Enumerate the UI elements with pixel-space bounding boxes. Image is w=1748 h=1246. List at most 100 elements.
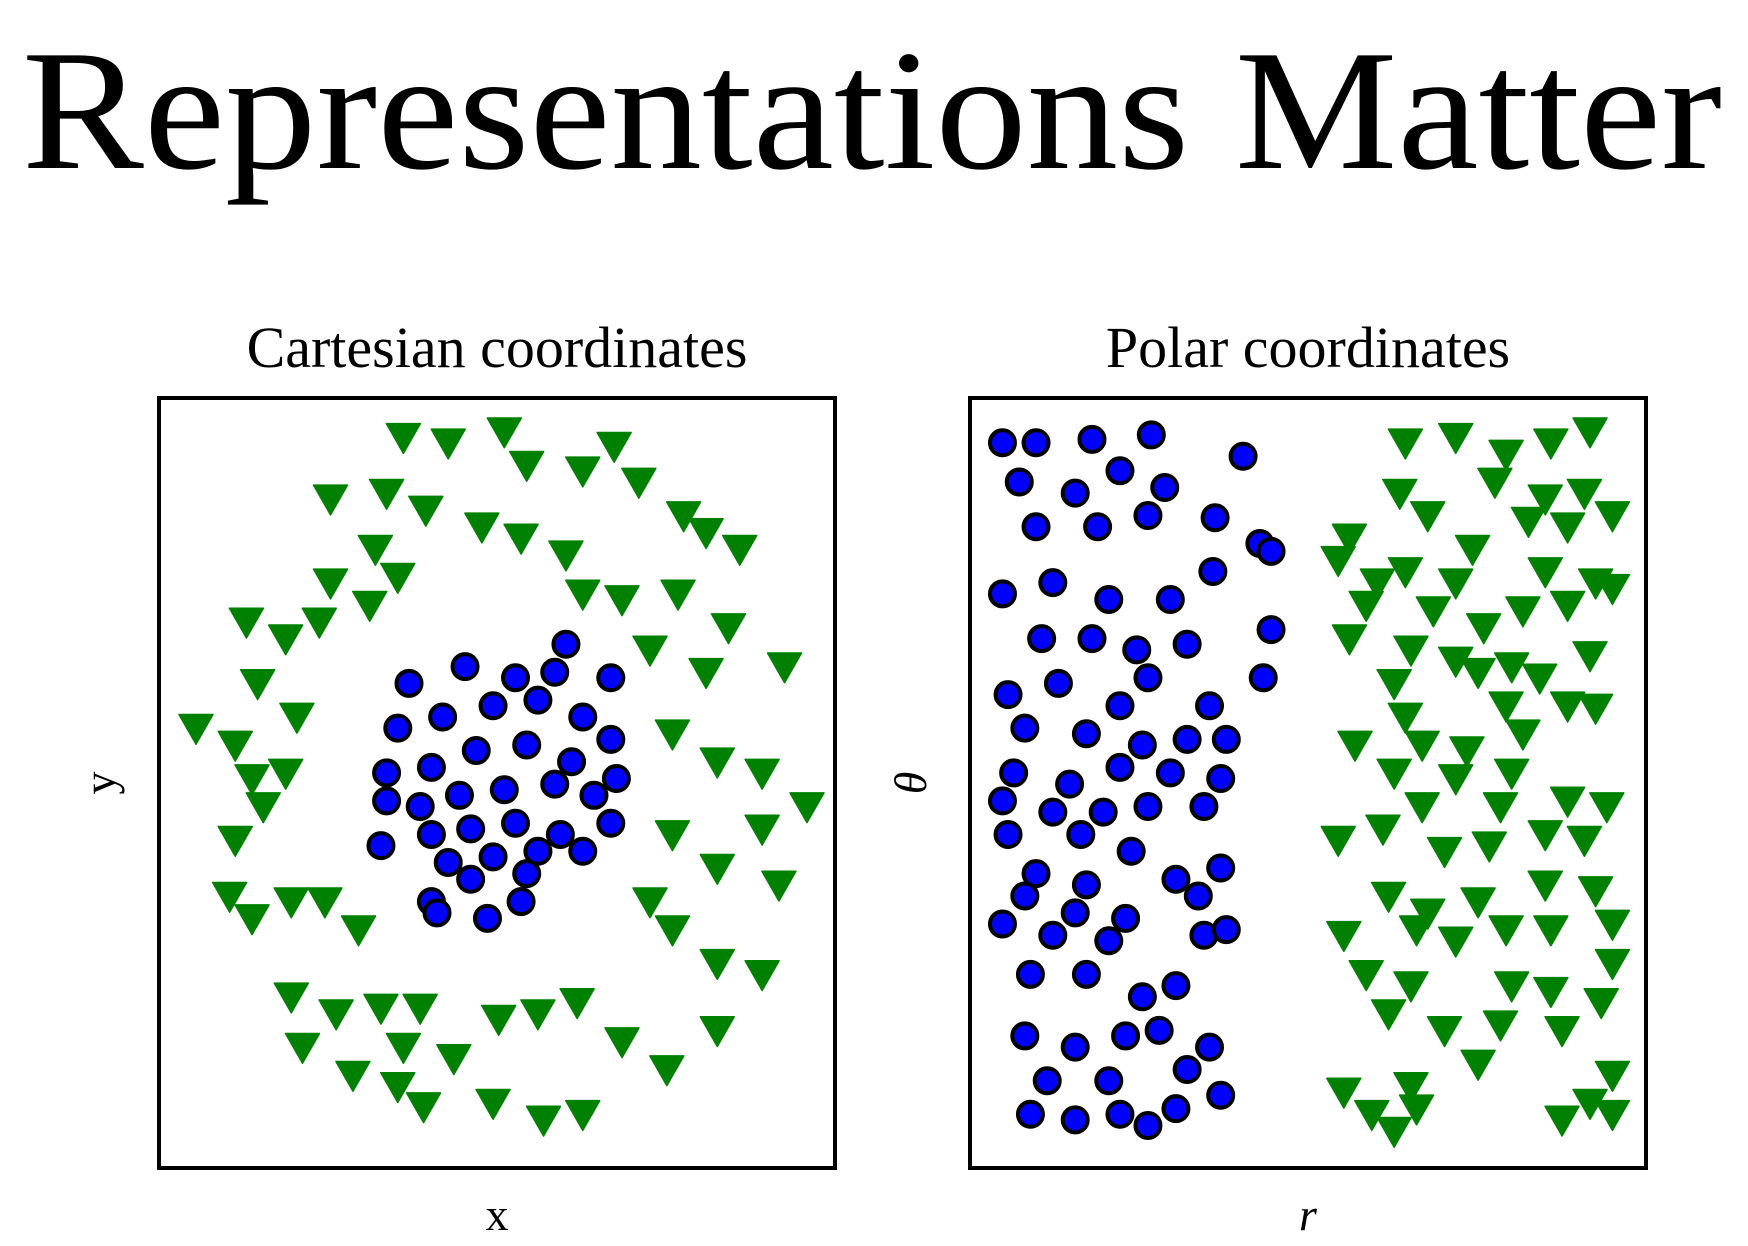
triangle-point — [217, 825, 253, 857]
triangle-point — [1533, 915, 1569, 947]
triangle-point — [1549, 786, 1586, 818]
triangle-point — [1544, 1015, 1580, 1048]
circle-point — [1133, 663, 1163, 693]
triangle-point — [1398, 915, 1435, 947]
triangle-point — [1460, 657, 1496, 690]
triangle-point — [245, 792, 282, 824]
triangle-point — [1521, 663, 1558, 695]
circle-point — [506, 887, 536, 917]
triangle-point — [385, 1032, 422, 1065]
triangle-point — [1370, 999, 1407, 1031]
triangle-point — [1376, 758, 1412, 790]
circle-point — [1094, 1066, 1124, 1096]
circle-point — [993, 680, 1023, 710]
circle-point — [383, 713, 413, 743]
triangle-point — [228, 607, 265, 639]
circle-point — [1055, 769, 1085, 799]
triangle-point — [508, 450, 545, 483]
circle-point — [993, 819, 1023, 849]
triangle-point — [1589, 792, 1625, 824]
triangle-point — [699, 747, 736, 779]
circle-point — [1111, 903, 1141, 933]
triangle-point — [632, 635, 668, 667]
circle-point — [1248, 663, 1278, 693]
circle-point — [1122, 635, 1152, 665]
triangle-point — [368, 478, 405, 511]
circle-point — [1228, 441, 1258, 471]
triangle-point — [1437, 568, 1474, 600]
plot-area — [178, 417, 825, 1137]
plot-frame — [968, 396, 1648, 1170]
circle-point — [1021, 512, 1051, 542]
triangle-point — [352, 590, 388, 622]
triangle-point — [1505, 719, 1541, 751]
triangle-point — [1370, 881, 1407, 913]
triangle-point — [267, 624, 304, 656]
triangle-point — [273, 887, 310, 919]
circle-point — [1105, 456, 1135, 486]
circle-point — [1060, 478, 1090, 508]
triangle-point — [1527, 484, 1564, 516]
circle-point — [1161, 864, 1191, 894]
triangle-point — [699, 948, 736, 981]
triangle-point — [660, 579, 696, 611]
triangle-point — [1544, 1105, 1580, 1137]
circle-point — [1133, 792, 1163, 822]
triangle-point — [1566, 478, 1603, 511]
circle-point — [416, 819, 446, 849]
triangle-point — [1426, 1015, 1463, 1048]
circle-point — [1060, 1105, 1090, 1135]
circle-point — [1211, 915, 1241, 945]
circle-point — [472, 903, 502, 933]
circle-point — [540, 657, 570, 687]
triangle-point — [1465, 613, 1502, 645]
triangle-point — [1527, 870, 1564, 902]
triangle-point — [1410, 898, 1446, 930]
circle-point — [1083, 512, 1113, 542]
triangle-point — [1437, 926, 1474, 958]
circle-point — [1111, 1021, 1141, 1051]
triangle-point — [380, 562, 416, 594]
circle-point — [1133, 1110, 1163, 1140]
triangle-point — [1320, 545, 1356, 578]
circle-point — [1038, 568, 1068, 598]
triangle-point — [1387, 702, 1424, 734]
triangle-point — [234, 764, 270, 796]
circle-point — [1206, 1080, 1236, 1110]
triangle-point — [1454, 534, 1491, 566]
circle-point — [1161, 1094, 1191, 1124]
circle-point — [1116, 836, 1146, 866]
circle-point — [1195, 1032, 1225, 1062]
circle-point — [1010, 881, 1040, 911]
triangle-point — [1533, 976, 1569, 1009]
triangle-point — [1376, 669, 1412, 701]
triangle-point — [1426, 836, 1463, 869]
triangle-point — [1477, 467, 1513, 499]
triangle-point — [654, 820, 691, 852]
circle-point — [512, 730, 542, 760]
circle-point — [405, 792, 435, 822]
circle-point — [1015, 959, 1045, 989]
circle-point — [545, 819, 575, 849]
triangle-point — [279, 702, 315, 734]
triangle-point — [1387, 428, 1424, 460]
triangle-point — [1527, 820, 1564, 852]
circle-point — [1195, 691, 1225, 721]
triangle-point — [1549, 691, 1586, 723]
circle-point — [523, 836, 553, 866]
triangle-point — [380, 1071, 416, 1104]
triangle-point — [408, 495, 444, 527]
triangle-point — [480, 1004, 517, 1037]
circle-point — [1094, 584, 1124, 614]
triangle-point — [486, 417, 523, 449]
triangle-point — [744, 960, 780, 992]
triangle-point — [688, 657, 724, 690]
circle-point — [1077, 424, 1107, 454]
triangle-point — [604, 585, 640, 617]
circle-point — [1066, 819, 1096, 849]
triangle-point — [385, 422, 422, 455]
circle-point — [1021, 428, 1051, 458]
circle-point — [1027, 624, 1057, 654]
triangle-point — [178, 713, 214, 746]
triangle-point — [744, 814, 780, 846]
